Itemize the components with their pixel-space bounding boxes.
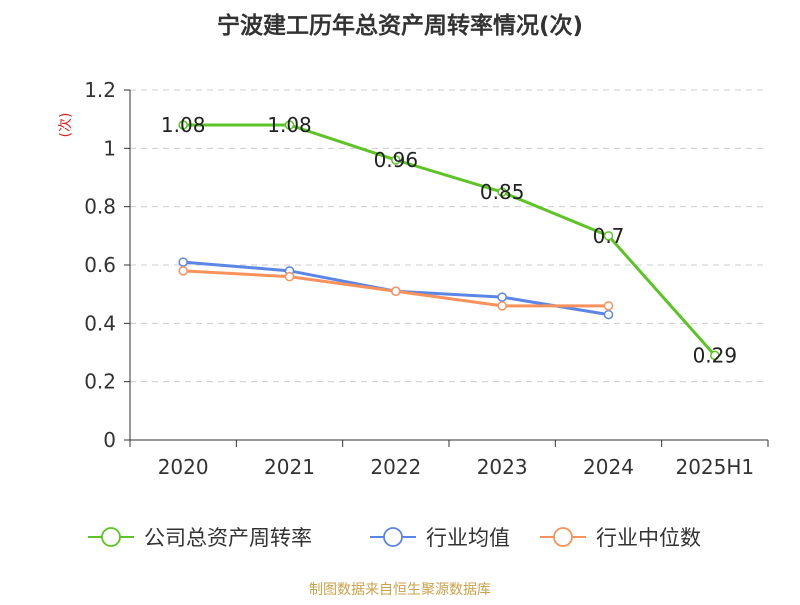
data-point (178, 257, 188, 267)
y-tick-label: 0 (103, 428, 116, 452)
x-tick-label: 2020 (158, 455, 209, 479)
series-lines (178, 120, 720, 361)
data-point (497, 292, 507, 302)
data-point (284, 120, 295, 130)
data-point (603, 309, 614, 320)
data-point (710, 350, 720, 361)
y-tick-label: 0.2 (84, 370, 116, 394)
y-tick-label: 1 (103, 136, 116, 160)
data-point (391, 286, 401, 296)
data-label: 0.96 (374, 148, 419, 172)
legend-marker (101, 527, 121, 547)
x-tick-label: 2022 (370, 455, 421, 479)
grid-lines (130, 89, 768, 383)
x-tick-label: 2025H1 (675, 455, 754, 479)
y-axis-label: (次) (58, 113, 74, 138)
source-note: 制图数据来自恒生聚源数据库 (309, 582, 491, 598)
y-tick-label: 0.6 (84, 253, 116, 277)
series-2 (178, 266, 614, 311)
chart-title: 宁波建工历年总资产周转率情况(次) (217, 12, 583, 39)
legend: 公司总资产周转率 行业均值 行业中位数 (88, 526, 701, 550)
data-point (497, 301, 507, 311)
data-label: 0.7 (593, 224, 625, 248)
data-label: 1.08 (267, 113, 312, 137)
legend-label: 行业中位数 (596, 526, 701, 550)
legend-marker (553, 527, 573, 547)
legend-label: 行业均值 (426, 526, 510, 550)
x-tick-label: 2023 (477, 455, 528, 479)
y-tick-label: 0.8 (84, 195, 116, 219)
data-label: 0.85 (480, 180, 525, 204)
legend-marker (383, 527, 403, 547)
data-point (603, 301, 614, 311)
data-point (178, 120, 188, 130)
data-label: 1.08 (161, 113, 206, 137)
data-point (603, 231, 614, 241)
data-point (497, 187, 507, 197)
data-point (284, 271, 295, 282)
y-tick-label: 0.4 (84, 311, 116, 335)
legend-item: 行业中位数 (540, 526, 701, 550)
axes: 0 0.2 0.4 0.6 0.8 1 1.2 2020 2021 2022 2023 2024 202… (84, 78, 769, 479)
x-tick-label: 2024 (583, 455, 634, 479)
data-point (178, 266, 188, 276)
data-label: 0.29 (693, 343, 738, 367)
legend-item: 行业均值 (370, 526, 510, 550)
series-0 (178, 120, 720, 361)
data-labels: 1.08 1.08 0.96 0.85 0.7 0.29 (161, 113, 737, 367)
data-point (391, 155, 401, 165)
x-tick-label: 2021 (264, 455, 315, 479)
legend-item: 公司总资产周转率 (88, 526, 312, 550)
series-line (183, 123, 716, 357)
legend-label: 公司总资产周转率 (144, 526, 312, 550)
y-tick-label: 1.2 (84, 78, 116, 102)
